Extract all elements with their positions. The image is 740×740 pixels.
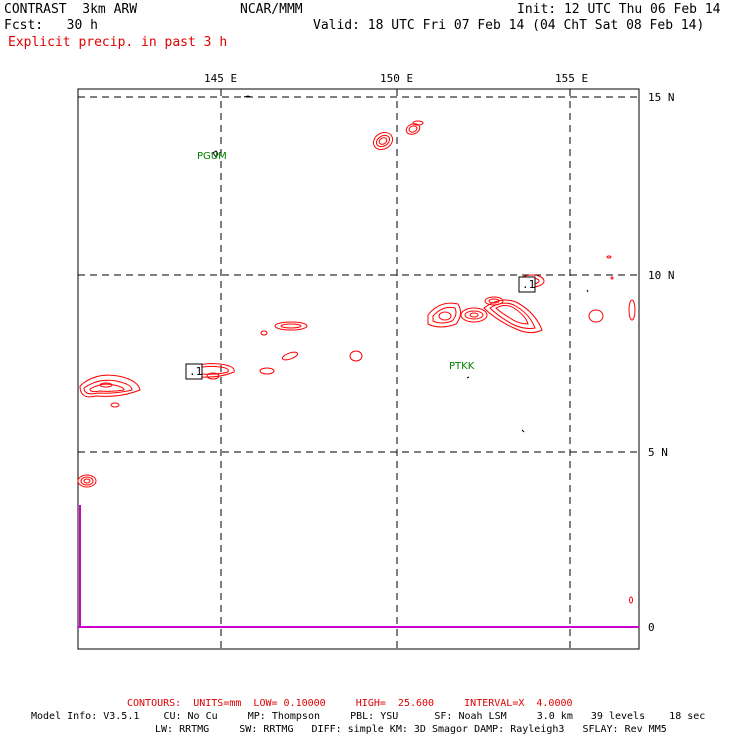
lat-label-15n: 15 N	[648, 91, 675, 104]
contour-cells-far-east	[588, 255, 636, 604]
organization: NCAR/MMM	[240, 2, 303, 17]
lat-label-5n: 5 N	[648, 446, 668, 459]
lat-label-10n: 10 N	[648, 269, 675, 282]
station-label-pgum: PGUM	[197, 151, 227, 162]
contour-cell-147e	[274, 321, 308, 331]
contour-label-box	[185, 363, 203, 380]
precip-contours	[77, 120, 636, 604]
contour-label-box	[518, 276, 536, 293]
forecast-hour: Fcst: 30 h	[4, 18, 98, 33]
valid-time: Valid: 18 UTC Fri 07 Feb 14 (04 ChT Sat …	[313, 18, 705, 33]
model-title: CONTRAST 3km ARW	[4, 2, 138, 17]
model-info-line-2: LW: RRTMG SW: RRTMG DIFF: simple KM: 3D …	[155, 724, 667, 735]
coastlines	[212, 95, 589, 433]
contour-cluster-north	[372, 120, 424, 151]
contour-cluster-145e	[185, 330, 299, 380]
contour-label-boxes	[185, 276, 536, 380]
contour-cluster-west	[79, 374, 141, 408]
contour-label: .1	[189, 365, 203, 378]
lat-label-zero: 0	[648, 621, 655, 634]
field-title: Explicit precip. in past 3 h	[8, 35, 228, 50]
station-label-ptkk: PTKK	[449, 361, 475, 372]
island	[521, 429, 525, 433]
init-time: Init: 12 UTC Thu 06 Feb 14	[517, 2, 721, 17]
contour-info: CONTOURS: UNITS=mm LOW= 0.10000 HIGH= 25…	[127, 698, 573, 709]
contour-cell-sw	[77, 474, 97, 488]
lon-label-150e: 150 E	[380, 72, 414, 85]
lon-label-155e: 155 E	[555, 72, 589, 85]
island-chuuk	[466, 376, 470, 379]
lon-label-145e: 145 E	[204, 72, 238, 85]
model-info-line-1: Model Info: V3.5.1 CU: No Cu MP: Thompso…	[31, 711, 706, 722]
map-frame	[77, 88, 640, 650]
contour-label: .1	[522, 278, 536, 291]
island	[243, 95, 252, 98]
graticule	[78, 89, 639, 649]
island-guam	[212, 150, 219, 158]
island	[586, 289, 589, 293]
contour-cell-149e	[349, 350, 363, 362]
